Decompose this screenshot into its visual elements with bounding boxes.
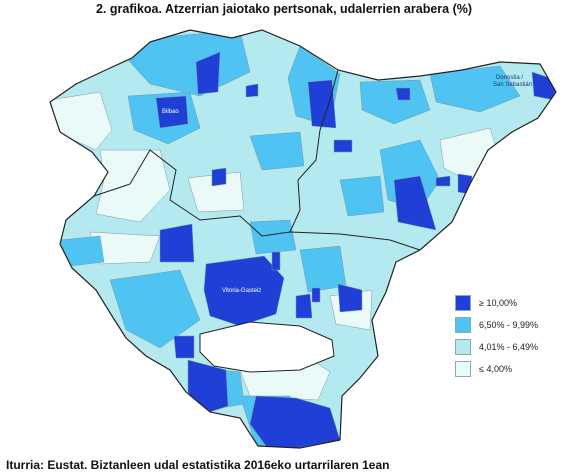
region-mid (359, 79, 431, 125)
region-high (159, 223, 195, 263)
legend-swatch (455, 317, 471, 333)
region-high (173, 335, 195, 359)
label-donostia-1: Donostia / (496, 75, 523, 81)
label-donostia-2: San Sebastián (493, 82, 532, 88)
province-border-bizkaia-araba (93, 149, 421, 251)
choropleth-map: Bilbao Donostia / San Sebastián Vitoria-… (49, 29, 557, 449)
legend-item: 6,50% - 9,99% (455, 315, 538, 335)
map-legend: ≥ 10,00% 6,50% - 9,99% 4,01% - 6,49% ≤ 4… (455, 293, 538, 381)
legend-label: 4,01% - 6,49% (479, 342, 539, 352)
region-mid (59, 235, 105, 267)
legend-label: ≥ 10,00% (479, 298, 517, 308)
region-mid (249, 219, 297, 255)
legend-item: 4,01% - 6,49% (455, 337, 538, 357)
region-mid (109, 269, 201, 349)
legend-item: ≤ 4,00% (455, 359, 538, 379)
region-high (295, 293, 313, 319)
region-high (211, 167, 227, 187)
region-high (435, 175, 451, 187)
region-low (50, 91, 113, 151)
region-mid (429, 65, 521, 113)
enclave-hole (199, 321, 335, 373)
province-border-bizkaia-gipuzkoa (289, 69, 339, 233)
territory-border (49, 29, 557, 449)
source-note: Iturria: Eustat. Biztanleen udal estatis… (6, 458, 390, 472)
region-mid (339, 175, 385, 217)
region-high (307, 79, 337, 129)
map-title: 2. grafikoa. Atzerrian jaiotako pertsona… (95, 2, 473, 16)
region-high (333, 139, 353, 153)
region-high (271, 251, 281, 271)
region-high (337, 283, 363, 313)
label-bilbao: Bilbao (162, 109, 179, 115)
legend-label: ≤ 4,00% (479, 364, 512, 374)
region-high (395, 87, 411, 101)
legend-item: ≥ 10,00% (455, 293, 538, 313)
legend-swatch (455, 295, 471, 311)
region-high (311, 287, 321, 303)
region-high (393, 175, 437, 231)
region-high (187, 359, 229, 415)
legend-label: 6,50% - 9,99% (479, 320, 539, 330)
legend-swatch (455, 339, 471, 355)
legend-swatch (455, 361, 471, 377)
label-vitoria: Vitoria-Gasteiz (222, 288, 261, 294)
region-high-bilbao (155, 95, 189, 129)
region-high-vitoria (203, 255, 285, 327)
region-high (195, 51, 221, 95)
region-mid (249, 131, 305, 171)
region-high (245, 83, 259, 98)
